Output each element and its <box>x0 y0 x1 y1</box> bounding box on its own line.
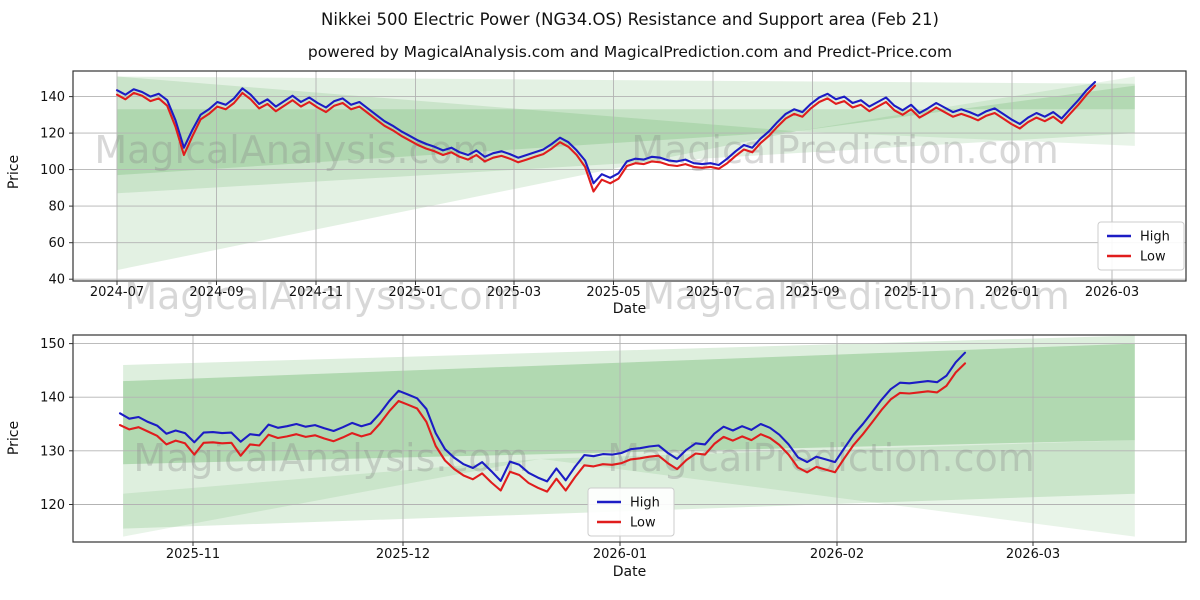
legend-label-low: Low <box>630 516 656 531</box>
support-resistance-band <box>540 440 1135 537</box>
x-tick-label: 2025-01 <box>388 285 442 300</box>
y-axis-label: Price <box>6 155 22 189</box>
legend-box <box>1097 221 1185 271</box>
x-tick-label: 2025-05 <box>586 285 640 300</box>
x-tick-label: 2026-01 <box>593 547 647 562</box>
x-axis-label: Date <box>613 301 646 317</box>
support-resistance-band <box>117 76 797 270</box>
y-tick-label: 100 <box>40 163 65 178</box>
legend-box <box>587 487 675 537</box>
y-tick-label: 140 <box>40 391 65 406</box>
bottom-chart-base <box>72 334 1187 543</box>
legend-label-low: Low <box>1140 250 1166 265</box>
y-tick-label: 120 <box>40 127 65 142</box>
y-tick-label: 60 <box>48 236 65 251</box>
legend-label-high: High <box>630 496 660 511</box>
bottom-chart-foreground: 120 130 140 150 2025-11 2025-12 2026-01 2026-02… <box>6 337 1060 580</box>
x-tick-label: 2024-07 <box>90 285 144 300</box>
x-tick-label: 2024-09 <box>189 285 243 300</box>
support-resistance-band <box>123 343 1135 465</box>
figure-subtitle: powered by MagicalAnalysis.com and Magic… <box>308 43 952 61</box>
y-tick-label: 40 <box>48 273 65 288</box>
support-resistance-band <box>117 85 1135 176</box>
support-resistance-band <box>123 335 1135 529</box>
watermark-top-prediction: MagicalPrediction.com <box>631 128 1059 172</box>
y-tick-label: 80 <box>48 200 65 215</box>
y-tick-label: 140 <box>40 90 65 105</box>
plot-frame <box>72 70 1187 282</box>
x-tick-label: 2026-01 <box>985 285 1039 300</box>
x-axis-label: Date <box>613 564 646 580</box>
x-tick-label: 2026-03 <box>1006 547 1060 562</box>
series-line-low <box>115 84 1097 193</box>
support-resistance-band <box>123 458 541 537</box>
series-line-low <box>118 362 967 493</box>
figure-title: Nikkei 500 Electric Power (NG34.OS) Resi… <box>321 10 939 29</box>
watermark-axisrow-analysis: MagicalAnalysis.com <box>124 274 519 318</box>
x-tick-label: 2025-11 <box>884 285 938 300</box>
watermark-top-analysis: MagicalAnalysis.com <box>94 128 489 172</box>
x-tick-label: 2024-11 <box>289 285 343 300</box>
x-tick-label: 2025-09 <box>785 285 839 300</box>
x-tick-label: 2026-02 <box>810 547 864 562</box>
x-tick-label: 2025-11 <box>166 547 220 562</box>
legend-label-high: High <box>1140 230 1170 245</box>
watermark-bottom-analysis: MagicalAnalysis.com <box>133 436 528 480</box>
x-tick-label: 2025-07 <box>686 285 740 300</box>
series-line-high <box>115 80 1097 185</box>
x-tick-label: 2026-03 <box>1085 285 1139 300</box>
plot-frame <box>72 334 1187 543</box>
y-tick-label: 130 <box>40 444 65 459</box>
y-tick-label: 150 <box>40 337 65 352</box>
y-tick-label: 120 <box>40 498 65 513</box>
top-chart-foreground: 40 60 80 100 120 140 2024-07 2024-09 2024-11 2025… <box>6 80 1185 317</box>
x-tick-label: 2025-12 <box>376 547 430 562</box>
top-chart-base <box>72 70 1187 282</box>
y-axis-label: Price <box>6 421 22 455</box>
x-tick-label: 2025-03 <box>487 285 541 300</box>
series-line-high <box>118 351 967 483</box>
